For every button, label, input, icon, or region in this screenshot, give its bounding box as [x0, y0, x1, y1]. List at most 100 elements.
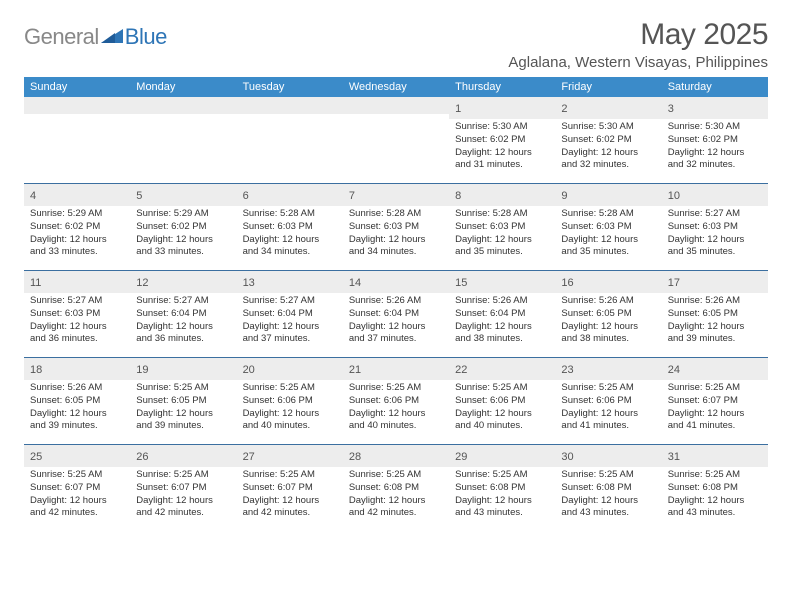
calendar-day-cell: 19Sunrise: 5:25 AMSunset: 6:05 PMDayligh… — [130, 358, 236, 444]
day-number-row: 31 — [662, 445, 768, 467]
day-number: 5 — [136, 190, 142, 202]
day-number: 23 — [561, 364, 573, 376]
calendar-week-row: 25 Sunrise: 5:25 AMSunset: 6:07 PMDayligh… — [24, 444, 768, 531]
day-detail: Sunrise: 5:29 AMSunset: 6:02 PMDaylight:… — [24, 206, 130, 263]
day-number-row: 17 — [662, 271, 768, 293]
calendar-day-cell: 9Sunrise: 5:28 AMSunset: 6:03 PMDaylight… — [555, 184, 661, 270]
sunrise-line: Sunrise: 5:29 AM — [30, 208, 124, 221]
sunrise-line: Sunrise: 5:25 AM — [668, 469, 762, 482]
sunrise-line: Sunrise: 5:25 AM — [455, 382, 549, 395]
day-number: 29 — [455, 451, 467, 463]
day-number: 3 — [668, 103, 674, 115]
day-number: 25 — [30, 451, 42, 463]
daylight-line: Daylight: 12 hours and 39 minutes. — [30, 408, 124, 434]
day-detail: Sunrise: 5:30 AMSunset: 6:02 PMDaylight:… — [449, 119, 555, 176]
sunset-line: Sunset: 6:03 PM — [243, 221, 337, 234]
day-number-row — [237, 97, 343, 114]
brand-text-blue: Blue — [125, 24, 167, 50]
day-number-row: 27 — [237, 445, 343, 467]
daylight-line: Daylight: 12 hours and 35 minutes. — [455, 234, 549, 260]
daylight-line: Daylight: 12 hours and 42 minutes. — [30, 495, 124, 521]
day-number-row: 4 — [24, 184, 130, 206]
day-detail: Sunrise: 5:26 AMSunset: 6:05 PMDaylight:… — [662, 293, 768, 350]
daylight-line: Daylight: 12 hours and 37 minutes. — [243, 321, 337, 347]
sunrise-line: Sunrise: 5:29 AM — [136, 208, 230, 221]
sunrise-line: Sunrise: 5:30 AM — [561, 121, 655, 134]
weekday-header-row: Sunday Monday Tuesday Wednesday Thursday… — [24, 77, 768, 97]
sunset-line: Sunset: 6:05 PM — [561, 308, 655, 321]
day-number: 19 — [136, 364, 148, 376]
day-detail: Sunrise: 5:30 AMSunset: 6:02 PMDaylight:… — [662, 119, 768, 176]
calendar-day-cell: 12Sunrise: 5:27 AMSunset: 6:04 PMDayligh… — [130, 271, 236, 357]
daylight-line: Daylight: 12 hours and 33 minutes. — [136, 234, 230, 260]
day-number-row: 19 — [130, 358, 236, 380]
daylight-line: Daylight: 12 hours and 39 minutes. — [668, 321, 762, 347]
day-number: 26 — [136, 451, 148, 463]
day-number: 20 — [243, 364, 255, 376]
weekday-header: Thursday — [449, 77, 555, 97]
day-detail: Sunrise: 5:28 AMSunset: 6:03 PMDaylight:… — [449, 206, 555, 263]
location-text: Aglalana, Western Visayas, Philippines — [508, 54, 768, 71]
day-number-row — [343, 97, 449, 114]
day-number-row: 16 — [555, 271, 661, 293]
day-detail: Sunrise: 5:26 AMSunset: 6:04 PMDaylight:… — [343, 293, 449, 350]
calendar-day-cell: 16Sunrise: 5:26 AMSunset: 6:05 PMDayligh… — [555, 271, 661, 357]
calendar-day-cell: 2Sunrise: 5:30 AMSunset: 6:02 PMDaylight… — [555, 97, 661, 183]
day-detail: Sunrise: 5:30 AMSunset: 6:02 PMDaylight:… — [555, 119, 661, 176]
day-number: 14 — [349, 277, 361, 289]
daylight-line: Daylight: 12 hours and 36 minutes. — [30, 321, 124, 347]
sunset-line: Sunset: 6:04 PM — [455, 308, 549, 321]
sunset-line: Sunset: 6:07 PM — [668, 395, 762, 408]
sunrise-line: Sunrise: 5:26 AM — [455, 295, 549, 308]
day-detail: Sunrise: 5:26 AMSunset: 6:05 PMDaylight:… — [555, 293, 661, 350]
day-detail: Sunrise: 5:27 AMSunset: 6:04 PMDaylight:… — [130, 293, 236, 350]
day-detail: Sunrise: 5:27 AMSunset: 6:03 PMDaylight:… — [24, 293, 130, 350]
sunset-line: Sunset: 6:08 PM — [455, 482, 549, 495]
sunset-line: Sunset: 6:05 PM — [136, 395, 230, 408]
day-number: 10 — [668, 190, 680, 202]
sunrise-line: Sunrise: 5:25 AM — [561, 382, 655, 395]
day-detail: Sunrise: 5:25 AMSunset: 6:06 PMDaylight:… — [343, 380, 449, 437]
sunrise-line: Sunrise: 5:25 AM — [561, 469, 655, 482]
calendar-day-cell: 8 Sunrise: 5:28 AMSunset: 6:03 PMDaylight… — [449, 184, 555, 270]
calendar-day-cell — [130, 97, 236, 183]
calendar-day-cell: 31Sunrise: 5:25 AMSunset: 6:08 PMDayligh… — [662, 445, 768, 531]
weekday-header: Friday — [555, 77, 661, 97]
daylight-line: Daylight: 12 hours and 41 minutes. — [668, 408, 762, 434]
day-number-row: 28 — [343, 445, 449, 467]
sunrise-line: Sunrise: 5:26 AM — [668, 295, 762, 308]
sunset-line: Sunset: 6:06 PM — [455, 395, 549, 408]
day-number-row: 2 — [555, 97, 661, 119]
sunset-line: Sunset: 6:06 PM — [349, 395, 443, 408]
day-detail: Sunrise: 5:25 AMSunset: 6:08 PMDaylight:… — [343, 467, 449, 524]
daylight-line: Daylight: 12 hours and 36 minutes. — [136, 321, 230, 347]
day-number-row: 6 — [237, 184, 343, 206]
calendar-week-row: 1Sunrise: 5:30 AMSunset: 6:02 PMDaylight… — [24, 97, 768, 183]
calendar-week-row: 18Sunrise: 5:26 AMSunset: 6:05 PMDayligh… — [24, 357, 768, 444]
day-detail: Sunrise: 5:25 AMSunset: 6:07 PMDaylight:… — [130, 467, 236, 524]
calendar-day-cell: 7Sunrise: 5:28 AMSunset: 6:03 PMDaylight… — [343, 184, 449, 270]
sunrise-line: Sunrise: 5:28 AM — [243, 208, 337, 221]
calendar-day-cell: 21Sunrise: 5:25 AMSunset: 6:06 PMDayligh… — [343, 358, 449, 444]
sunset-line: Sunset: 6:06 PM — [561, 395, 655, 408]
day-number: 22 — [455, 364, 467, 376]
sunset-line: Sunset: 6:03 PM — [668, 221, 762, 234]
day-number: 13 — [243, 277, 255, 289]
brand-triangle-icon — [101, 27, 123, 48]
daylight-line: Daylight: 12 hours and 35 minutes. — [668, 234, 762, 260]
calendar-day-cell: 4Sunrise: 5:29 AMSunset: 6:02 PMDaylight… — [24, 184, 130, 270]
day-number: 8 — [455, 190, 461, 202]
sunrise-line: Sunrise: 5:27 AM — [30, 295, 124, 308]
day-detail: Sunrise: 5:28 AMSunset: 6:03 PMDaylight:… — [237, 206, 343, 263]
daylight-line: Daylight: 12 hours and 42 minutes. — [243, 495, 337, 521]
day-number: 30 — [561, 451, 573, 463]
sunrise-line: Sunrise: 5:27 AM — [668, 208, 762, 221]
day-number: 27 — [243, 451, 255, 463]
sunset-line: Sunset: 6:08 PM — [349, 482, 443, 495]
calendar-grid: Sunday Monday Tuesday Wednesday Thursday… — [24, 77, 768, 531]
daylight-line: Daylight: 12 hours and 32 minutes. — [561, 147, 655, 173]
sunset-line: Sunset: 6:02 PM — [30, 221, 124, 234]
calendar-day-cell: 25Sunrise: 5:25 AMSunset: 6:07 PMDayligh… — [24, 445, 130, 531]
day-number-row: 12 — [130, 271, 236, 293]
day-number: 15 — [455, 277, 467, 289]
